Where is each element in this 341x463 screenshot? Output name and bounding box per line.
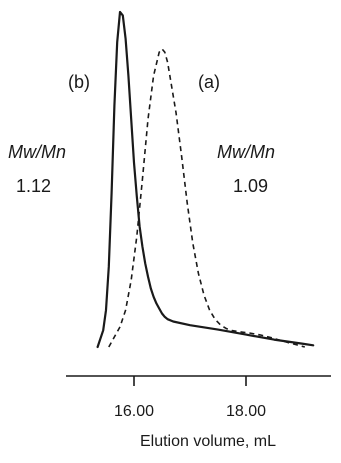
x-tick-label: 16.00 [114, 403, 154, 420]
series-a-dispersity-value: 1.09 [233, 176, 268, 196]
x-tick-label: 18.00 [226, 403, 266, 420]
series-a-dispersity-title: Mw/Mn [217, 142, 275, 162]
x-axis-title: Elution volume, mL [140, 433, 276, 450]
series-a-line [108, 48, 306, 348]
series-b-line [96, 10, 315, 349]
series-b-dispersity-title: Mw/Mn [8, 142, 66, 162]
series-b-label: (b) [68, 72, 90, 92]
x-axis-ticks: 16.00 18.00 [114, 376, 266, 420]
series-a-label: (a) [198, 72, 220, 92]
series-b-dispersity-value: 1.12 [16, 176, 51, 196]
